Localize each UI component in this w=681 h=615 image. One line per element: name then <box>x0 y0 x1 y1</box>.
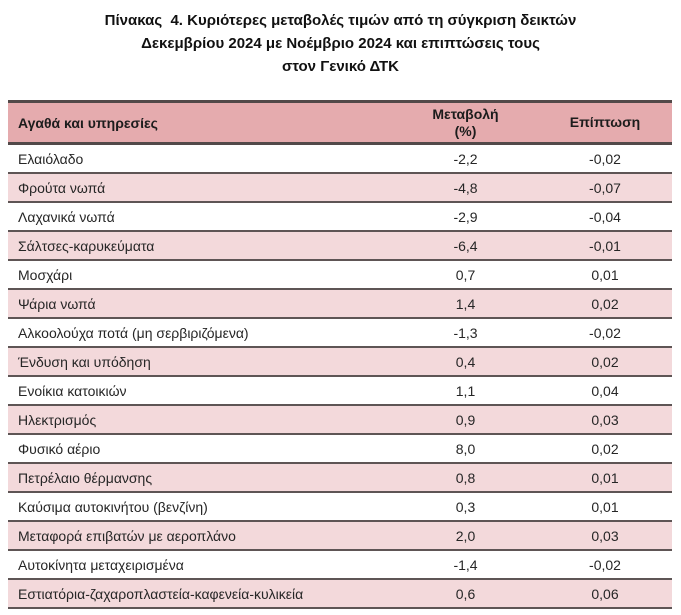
column-header-impact: Επίπτωση <box>538 100 672 145</box>
column-header-change-line1: Μεταβολή <box>432 105 499 122</box>
impact-cell: -0,04 <box>538 202 672 232</box>
impact-cell: 0,01 <box>538 260 672 290</box>
table-row: Μοσχάρι 0,7 0,01 <box>8 260 672 290</box>
column-header-goods: Αγαθά και υπηρεσίες <box>8 100 393 145</box>
price-changes-table: Αγαθά και υπηρεσίες Μεταβολή (%) Επίπτωσ… <box>8 100 672 609</box>
table-row: Ένδυση και υπόδηση 0,4 0,02 <box>8 347 672 377</box>
table-row: Ψάρια νωπά 1,4 0,02 <box>8 289 672 319</box>
goods-cell: Καύσιμα αυτοκινήτου (βενζίνη) <box>8 492 393 522</box>
table-row: Φυσικό αέριο 8,0 0,02 <box>8 434 672 464</box>
impact-cell: 0,02 <box>538 289 672 319</box>
column-header-change: Μεταβολή (%) <box>393 100 538 145</box>
goods-cell: Φρούτα νωπά <box>8 173 393 203</box>
impact-cell: -0,02 <box>538 143 672 174</box>
impact-cell: 0,06 <box>538 579 672 609</box>
table-row: Ηλεκτρισμός 0,9 0,03 <box>8 405 672 435</box>
impact-cell: 0,04 <box>538 376 672 406</box>
goods-cell: Μεταφορά επιβατών με αεροπλάνο <box>8 521 393 551</box>
table-row: Εστιατόρια-ζαχαροπλαστεία-καφενεία-κυλικ… <box>8 579 672 609</box>
goods-cell: Ψάρια νωπά <box>8 289 393 319</box>
change-cell: -2,2 <box>393 143 538 174</box>
goods-cell: Ηλεκτρισμός <box>8 405 393 435</box>
goods-cell: Ενοίκια κατοικιών <box>8 376 393 406</box>
impact-cell: -0,02 <box>538 550 672 580</box>
change-cell: 0,4 <box>393 347 538 377</box>
table-title-line-3: στον Γενικό ΔΤΚ <box>281 58 400 75</box>
table-row: Λαχανικά νωπά -2,9 -0,04 <box>8 202 672 232</box>
change-cell: 0,3 <box>393 492 538 522</box>
table-title-line-2: Δεκεμβρίου 2024 με Νοέμβριο 2024 και επι… <box>141 35 540 52</box>
change-cell: 0,9 <box>393 405 538 435</box>
change-cell: 1,1 <box>393 376 538 406</box>
table-row: Πετρέλαιο θέρμανσης 0,8 0,01 <box>8 463 672 493</box>
change-cell: 0,7 <box>393 260 538 290</box>
table-row: Ενοίκια κατοικιών 1,1 0,04 <box>8 376 672 406</box>
goods-cell: Φυσικό αέριο <box>8 434 393 464</box>
goods-cell: Αλκοολούχα ποτά (μη σερβιριζόμενα) <box>8 318 393 348</box>
impact-cell: 0,03 <box>538 405 672 435</box>
change-cell: -4,8 <box>393 173 538 203</box>
goods-cell: Λαχανικά νωπά <box>8 202 393 232</box>
goods-cell: Μοσχάρι <box>8 260 393 290</box>
table-row: Αλκοολούχα ποτά (μη σερβιριζόμενα) -1,3 … <box>8 318 672 348</box>
change-cell: 0,8 <box>393 463 538 493</box>
table-title-line-1: Πίνακας 4. Κυριότερες μεταβολές τιμών απ… <box>104 12 577 29</box>
change-cell: -1,4 <box>393 550 538 580</box>
change-cell: -6,4 <box>393 231 538 261</box>
impact-cell: 0,01 <box>538 463 672 493</box>
impact-cell: 0,02 <box>538 434 672 464</box>
table-row: Μεταφορά επιβατών με αεροπλάνο 2,0 0,03 <box>8 521 672 551</box>
table-row: Φρούτα νωπά -4,8 -0,07 <box>8 173 672 203</box>
impact-cell: 0,02 <box>538 347 672 377</box>
goods-cell: Πετρέλαιο θέρμανσης <box>8 463 393 493</box>
goods-cell: Εστιατόρια-ζαχαροπλαστεία-καφενεία-κυλικ… <box>8 579 393 609</box>
impact-cell: -0,02 <box>538 318 672 348</box>
goods-cell: Σάλτσες-καρυκεύματα <box>8 231 393 261</box>
goods-cell: Ένδυση και υπόδηση <box>8 347 393 377</box>
table-row: Σάλτσες-καρυκεύματα -6,4 -0,01 <box>8 231 672 261</box>
impact-cell: 0,03 <box>538 521 672 551</box>
table-row: Καύσιμα αυτοκινήτου (βενζίνη) 0,3 0,01 <box>8 492 672 522</box>
change-cell: 2,0 <box>393 521 538 551</box>
impact-cell: 0,01 <box>538 492 672 522</box>
change-cell: 8,0 <box>393 434 538 464</box>
table-title: Πίνακας 4. Κυριότερες μεταβολές τιμών απ… <box>0 0 681 78</box>
goods-cell: Αυτοκίνητα μεταχειρισμένα <box>8 550 393 580</box>
table-row: Αυτοκίνητα μεταχειρισμένα -1,4 -0,02 <box>8 550 672 580</box>
change-cell: -2,9 <box>393 202 538 232</box>
goods-cell: Ελαιόλαδο <box>8 143 393 174</box>
change-cell: 1,4 <box>393 289 538 319</box>
column-header-change-line2: (%) <box>454 122 477 139</box>
impact-cell: -0,01 <box>538 231 672 261</box>
change-cell: 0,6 <box>393 579 538 609</box>
table-header-row: Αγαθά και υπηρεσίες Μεταβολή (%) Επίπτωσ… <box>8 100 672 145</box>
impact-cell: -0,07 <box>538 173 672 203</box>
table-row: Ελαιόλαδο -2,2 -0,02 <box>8 143 672 174</box>
change-cell: -1,3 <box>393 318 538 348</box>
